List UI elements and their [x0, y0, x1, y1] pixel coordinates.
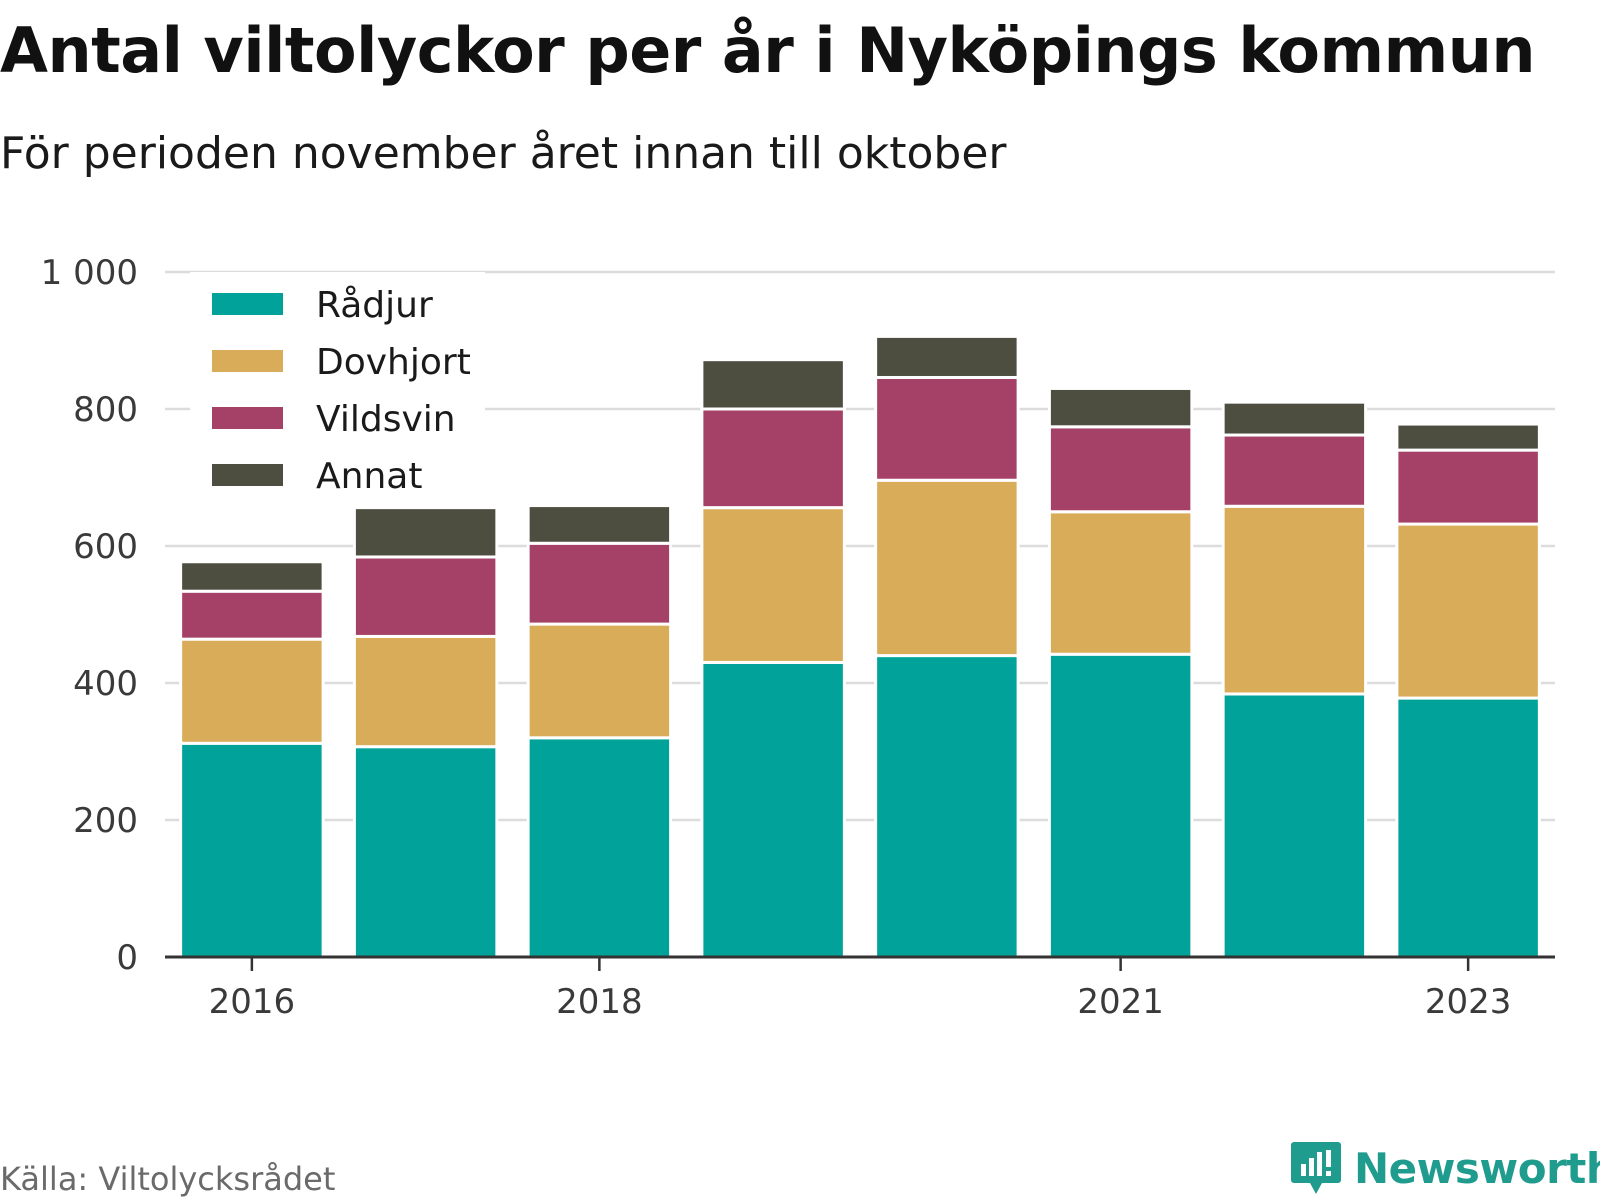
x-tick-label: 2016 [209, 982, 296, 1022]
bar-annat-2016 [179, 560, 325, 593]
y-axis-tick-labels: 0 200 400 600 800 1 000 [41, 253, 138, 978]
bar-vildsvin-2017 [352, 555, 499, 638]
bar-vildsvin-2023 [1395, 448, 1541, 526]
legend-label-dovhjort: Dovhjort [316, 342, 471, 383]
bar-stack-2018 [526, 504, 673, 959]
bar-vildsvin-2021 [1047, 425, 1194, 514]
source-note: Källa: Viltolycksrådet [0, 1160, 336, 1198]
bar-rådjur-2023 [1395, 696, 1541, 959]
bar-vildsvin-2016 [179, 589, 325, 641]
y-tick-label: 800 [73, 390, 138, 430]
stacked-bar-chart: 0 200 400 600 800 1 000 2016 2018 2021 2023 Rådj… [41, 253, 1555, 1022]
bar-annat-2020 [874, 334, 1020, 379]
x-tick-label: 2018 [556, 982, 643, 1022]
y-tick-label: 1 000 [41, 253, 138, 293]
x-axis-tick-labels: 2016 2018 2021 2023 [209, 957, 1512, 1022]
bar-rådjur-2020 [874, 654, 1020, 959]
bar-dovhjort-2022 [1221, 504, 1368, 696]
bar-vildsvin-2019 [700, 407, 846, 510]
bar-chart-logo-icon [1291, 1142, 1341, 1194]
legend-label-rådjur: Rådjur [316, 285, 433, 326]
bar-stack-2023 [1395, 422, 1541, 959]
legend-swatch-vildsvin [212, 407, 283, 429]
bar-annat-2019 [700, 358, 846, 411]
bar-rådjur-2018 [526, 736, 673, 959]
bar-stack-2020 [874, 334, 1020, 959]
bar-dovhjort-2018 [526, 622, 673, 740]
bar-vildsvin-2020 [874, 375, 1020, 482]
bar-annat-2018 [526, 504, 673, 545]
bar-annat-2023 [1395, 422, 1541, 452]
legend: Rådjur Dovhjort Vildsvin Annat [190, 272, 485, 504]
y-tick-label: 400 [73, 664, 138, 704]
bar-dovhjort-2019 [700, 506, 846, 664]
bar-annat-2021 [1047, 386, 1194, 429]
bar-rådjur-2022 [1221, 692, 1368, 959]
y-tick-label: 600 [73, 527, 138, 567]
legend-swatch-rådjur [212, 293, 283, 315]
bar-dovhjort-2021 [1047, 510, 1194, 656]
bar-vildsvin-2018 [526, 541, 673, 626]
brand-logo: Newsworthy [1290, 1138, 1600, 1198]
bar-dovhjort-2016 [179, 637, 325, 745]
chart-title: Antal viltolyckor per år i Nyköpings kom… [0, 14, 1536, 87]
bar-rådjur-2017 [352, 745, 499, 959]
y-tick-label: 0 [116, 938, 138, 978]
bar-dovhjort-2017 [352, 634, 499, 749]
bar-stack-2016 [179, 560, 325, 959]
brand-name: Newsworthy [1354, 1143, 1600, 1193]
bar-stack-2022 [1221, 400, 1368, 959]
bar-rådjur-2019 [700, 660, 846, 959]
bar-stack-2021 [1047, 386, 1194, 959]
legend-swatch-annat [212, 464, 283, 486]
x-tick-label: 2021 [1077, 982, 1164, 1022]
x-tick-label: 2023 [1425, 982, 1512, 1022]
bar-dovhjort-2020 [874, 478, 1020, 658]
bar-annat-2017 [352, 506, 499, 559]
legend-label-annat: Annat [316, 456, 422, 497]
bar-stack-2017 [352, 506, 499, 959]
bar-rådjur-2016 [179, 741, 325, 959]
bar-stack-2019 [700, 358, 846, 959]
legend-swatch-dovhjort [212, 350, 283, 372]
legend-label-vildsvin: Vildsvin [316, 399, 456, 440]
chart-subtitle: För perioden november året innan till ok… [0, 128, 1007, 179]
bar-vildsvin-2022 [1221, 433, 1368, 508]
bar-dovhjort-2023 [1395, 522, 1541, 700]
bar-annat-2022 [1221, 400, 1368, 437]
bars [179, 334, 1541, 959]
y-tick-label: 200 [73, 801, 138, 841]
bar-rådjur-2021 [1047, 652, 1194, 959]
